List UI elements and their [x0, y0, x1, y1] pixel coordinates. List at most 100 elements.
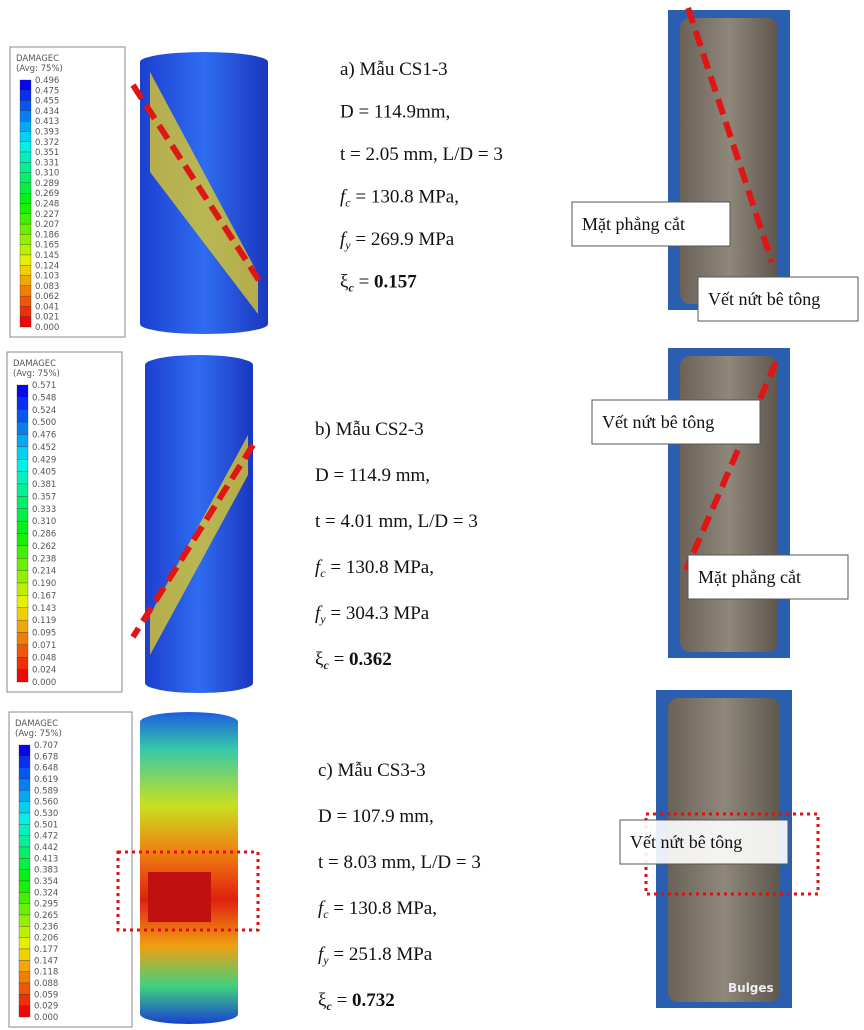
legend-level: 0.059 — [34, 990, 58, 1000]
spec-line: fy = 304.3 MPa — [315, 603, 430, 626]
legend-swatch — [17, 496, 28, 508]
legend-swatch — [17, 558, 28, 570]
spec-part: 0.157 — [374, 272, 417, 293]
legend-level: 0.530 — [34, 809, 58, 819]
spec-line: D = 114.9mm, — [340, 102, 450, 123]
spec-line: t = 8.03 mm, L/D = 3 — [318, 852, 481, 873]
callout-text: Vết nứt bê tông — [630, 832, 742, 852]
legend-swatch — [19, 858, 30, 869]
legend-swatch — [17, 484, 28, 496]
legend-level: 0.571 — [32, 381, 56, 391]
legend-level: 0.393 — [35, 127, 59, 137]
legend-level: 0.227 — [35, 210, 59, 220]
legend-swatch — [20, 317, 31, 327]
spec-part: = 130.8 MPa, — [351, 187, 459, 208]
legend-subtitle: (Avg: 75%) — [15, 729, 62, 739]
legend-level: 0.295 — [34, 900, 58, 910]
legend-swatch — [19, 881, 30, 892]
legend-level: 0.238 — [32, 554, 56, 564]
spec-line: fy = 251.8 MPa — [318, 944, 433, 967]
legend-subtitle: (Avg: 75%) — [13, 369, 60, 379]
spec-part: = 130.8 MPa, — [329, 898, 437, 919]
legend-level: 0.381 — [32, 480, 56, 490]
legend-title: DAMAGEC — [15, 719, 58, 729]
legend-level: 0.619 — [34, 775, 58, 785]
legend-swatch — [20, 296, 31, 306]
legend-level: 0.452 — [32, 443, 56, 453]
legend-swatch — [19, 790, 30, 801]
legend-swatch — [19, 904, 30, 915]
legend-swatch — [17, 509, 28, 521]
legend-swatch — [19, 824, 30, 835]
legend-swatch — [19, 768, 30, 779]
legend-level: 0.262 — [32, 542, 56, 552]
legend-level: 0.548 — [32, 393, 56, 403]
legend-swatch — [20, 204, 31, 214]
legend-level: 0.103 — [35, 272, 59, 282]
legend-level: 0.088 — [34, 979, 58, 989]
legend-level: 0.707 — [34, 741, 58, 751]
spec-part: = 304.3 MPa — [326, 603, 430, 624]
legend-swatch — [20, 162, 31, 172]
legend-level: 0.000 — [35, 323, 59, 333]
legend-level: 0.118 — [34, 968, 58, 978]
legend-level: 0.429 — [32, 455, 56, 465]
legend-swatch — [20, 152, 31, 162]
figure: DAMAGEC(Avg: 75%)0.4960.4750.4550.4340.4… — [0, 0, 864, 1030]
legend-level: 0.206 — [34, 934, 58, 944]
legend-swatch — [17, 435, 28, 447]
legend-level: 0.455 — [35, 97, 59, 107]
legend-level: 0.560 — [34, 798, 58, 808]
legend-swatch — [20, 90, 31, 100]
legend-swatch — [19, 892, 30, 903]
spec-line: fy = 269.9 MPa — [340, 229, 455, 252]
legend-level: 0.147 — [34, 956, 58, 966]
legend-level: 0.143 — [32, 604, 56, 614]
spec-line: ξc = 0.362 — [315, 649, 392, 672]
legend-swatch — [19, 1006, 30, 1017]
legend-level: 0.678 — [34, 752, 58, 762]
spec-line: fc = 130.8 MPa, — [318, 898, 437, 921]
legend-swatch — [19, 870, 30, 881]
model-cylinder — [140, 712, 238, 1024]
spec-part: 0.732 — [352, 990, 395, 1011]
legend-level: 0.524 — [32, 406, 56, 416]
legend-level: 0.310 — [35, 169, 59, 179]
legend-swatch — [19, 960, 30, 971]
legend-swatch — [20, 173, 31, 183]
legend-level: 0.145 — [35, 251, 59, 261]
legend-swatch — [17, 472, 28, 484]
photo-specimen — [680, 18, 778, 304]
spec-part: = 130.8 MPa, — [326, 557, 434, 578]
legend-swatch — [19, 745, 30, 756]
legend-level: 0.354 — [34, 877, 58, 887]
legend-level: 0.434 — [35, 107, 59, 117]
spec-line: ξc = 0.732 — [318, 990, 395, 1013]
legend-level: 0.083 — [35, 282, 59, 292]
legend-swatch — [20, 131, 31, 141]
legend-level: 0.248 — [35, 200, 59, 210]
spec-line: fc = 130.8 MPa, — [340, 187, 459, 210]
legend-swatch — [19, 994, 30, 1005]
legend-level: 0.324 — [34, 888, 58, 898]
legend-level: 0.496 — [35, 76, 59, 86]
legend-swatch — [17, 645, 28, 657]
legend-level: 0.289 — [35, 179, 59, 189]
legend-swatch — [20, 306, 31, 316]
legend-level: 0.331 — [35, 158, 59, 168]
legend-swatch — [17, 608, 28, 620]
legend-level: 0.475 — [35, 86, 59, 96]
spec-line: a) Mẫu CS1-3 — [340, 59, 448, 80]
spec-part: = — [354, 272, 374, 293]
legend-title: DAMAGEC — [13, 359, 56, 369]
legend-level: 0.265 — [34, 911, 58, 921]
legend-swatch — [20, 255, 31, 265]
legend-swatch — [17, 534, 28, 546]
legend-level: 0.501 — [34, 820, 58, 830]
legend-swatch — [17, 410, 28, 422]
legend-swatch — [19, 756, 30, 767]
legend-level: 0.472 — [34, 832, 58, 842]
legend-swatch — [20, 234, 31, 244]
legend-swatch — [19, 972, 30, 983]
legend-swatch — [20, 193, 31, 203]
